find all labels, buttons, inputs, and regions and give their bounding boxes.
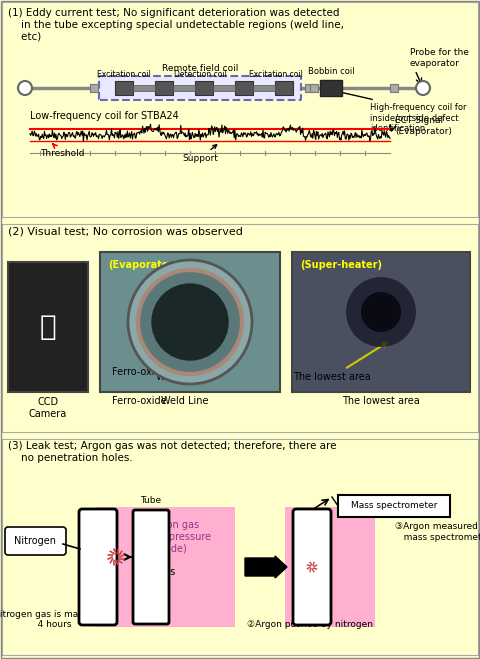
Bar — [338, 495, 450, 517]
Text: Mass spectrometer: Mass spectrometer — [351, 501, 437, 511]
Text: The lowest area: The lowest area — [293, 343, 387, 382]
Bar — [320, 80, 342, 96]
FancyBboxPatch shape — [293, 509, 331, 625]
Bar — [2, 224, 478, 434]
Bar — [115, 81, 133, 95]
Bar — [253, 85, 275, 91]
Bar — [2, 439, 478, 657]
Bar — [305, 84, 313, 92]
Bar — [8, 262, 88, 392]
Text: Pin-holes: Pin-holes — [131, 567, 175, 577]
Circle shape — [416, 81, 430, 95]
Text: Argon gas
(High-pressure
side): Argon gas (High-pressure side) — [139, 521, 211, 554]
Text: Excitation coil: Excitation coil — [249, 70, 303, 79]
FancyBboxPatch shape — [99, 76, 301, 100]
Bar — [95, 507, 235, 627]
Text: Tube: Tube — [141, 496, 162, 505]
Circle shape — [346, 277, 416, 347]
Bar — [213, 85, 235, 91]
Text: (3) Leak test; Argon gas was not detected; therefore, there are
    no penetrati: (3) Leak test; Argon gas was not detecte… — [8, 441, 336, 463]
Text: (1) Eddy current test; No significant deterioration was detected
    in the tube: (1) Eddy current test; No significant de… — [8, 8, 344, 42]
Circle shape — [18, 81, 32, 95]
Text: Bobbin coil: Bobbin coil — [308, 67, 354, 76]
Bar — [133, 85, 155, 91]
Text: Nitrogen: Nitrogen — [14, 536, 56, 546]
Bar — [2, 2, 478, 217]
Circle shape — [361, 292, 401, 332]
Bar — [285, 507, 375, 627]
Text: Threshold: Threshold — [40, 144, 84, 158]
Text: Ferro-oxide: Ferro-oxide — [112, 396, 167, 406]
Text: ③Argon measured by a
   mass spectrometer: ③Argon measured by a mass spectrometer — [395, 523, 480, 542]
Bar — [90, 84, 98, 92]
Bar — [275, 81, 293, 95]
FancyBboxPatch shape — [5, 527, 66, 555]
Text: The lowest area: The lowest area — [342, 396, 420, 406]
Bar — [390, 84, 398, 92]
Text: Excitation coil: Excitation coil — [97, 70, 151, 79]
Circle shape — [138, 270, 242, 374]
Text: Weld Line: Weld Line — [161, 396, 209, 406]
Bar — [235, 81, 253, 95]
Text: High-frequency coil for
inside/outside defect
identification: High-frequency coil for inside/outside d… — [370, 103, 467, 133]
FancyBboxPatch shape — [79, 509, 117, 625]
Bar — [195, 81, 213, 95]
Bar — [2, 2, 478, 219]
Bar — [155, 81, 173, 95]
Text: ②Argon pushed by nitrogen: ②Argon pushed by nitrogen — [247, 620, 373, 629]
FancyBboxPatch shape — [133, 510, 169, 624]
Text: Detection coil: Detection coil — [174, 70, 227, 79]
Text: ECT Signal
(Evaporator): ECT Signal (Evaporator) — [395, 116, 452, 136]
Text: 🔬: 🔬 — [40, 313, 56, 341]
FancyArrow shape — [245, 556, 287, 578]
Text: Weld Line: Weld Line — [156, 368, 204, 382]
Text: CCD
Camera: CCD Camera — [29, 397, 67, 418]
Circle shape — [128, 260, 252, 384]
Bar — [292, 252, 470, 392]
Text: (Evaporator): (Evaporator) — [108, 260, 178, 270]
Bar — [100, 252, 280, 392]
Text: (2) Visual test; No corrosion was observed: (2) Visual test; No corrosion was observ… — [8, 226, 243, 236]
Text: Remote field coil: Remote field coil — [162, 64, 238, 73]
Text: Probe for the
evaporator: Probe for the evaporator — [410, 48, 469, 68]
Text: Support: Support — [182, 145, 218, 163]
Circle shape — [152, 284, 228, 360]
Bar — [310, 84, 318, 92]
Text: Ferro-oxide: Ferro-oxide — [112, 292, 169, 377]
Text: ①Nitrogen gas is maintained
   4 hours: ①Nitrogen gas is maintained 4 hours — [0, 610, 115, 629]
Text: (Super-heater): (Super-heater) — [300, 260, 382, 270]
Bar — [173, 85, 195, 91]
Text: Low-frequency coil for STBA24: Low-frequency coil for STBA24 — [30, 111, 179, 121]
Bar — [2, 224, 478, 432]
Bar — [2, 439, 478, 655]
